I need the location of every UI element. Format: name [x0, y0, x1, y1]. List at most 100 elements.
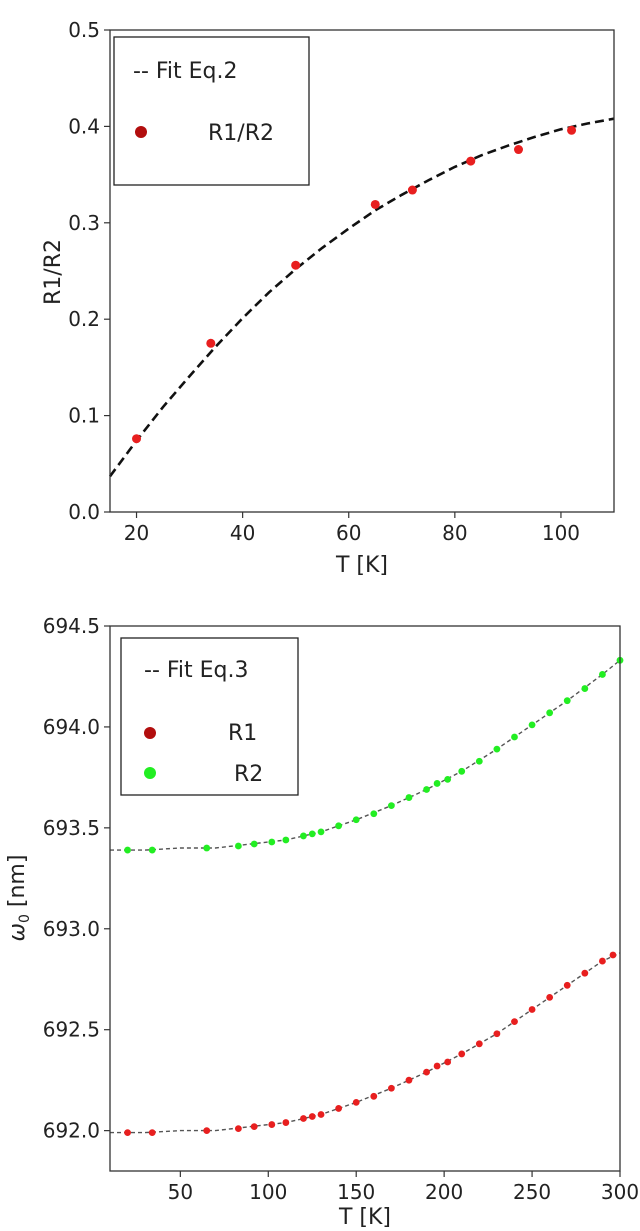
r2-point [335, 822, 343, 830]
r2-point [546, 709, 554, 717]
r2-point [234, 842, 242, 850]
r2-point [387, 802, 395, 810]
y-tick-label: 0.5 [68, 18, 100, 42]
r2-point [148, 846, 156, 854]
r1-r2-omega-points [124, 656, 624, 1137]
fit-eq2-line [108, 117, 615, 478]
r2-point [352, 816, 360, 824]
r2-point [458, 767, 466, 775]
r1-point [250, 1123, 258, 1130]
r2-point [493, 745, 501, 753]
r2-point [300, 832, 307, 840]
r2-point [528, 721, 536, 729]
x-tick-label: 100 [249, 1180, 287, 1204]
x-tick-label: 50 [168, 1180, 193, 1204]
r1-point [282, 1119, 290, 1126]
r2-point [581, 685, 589, 692]
plot1-x-axis-label: T [K] [335, 553, 388, 578]
r2-point [268, 838, 276, 846]
plot2-x-ticks: 50 100 150 200 250 300 [168, 1171, 639, 1204]
r1-r2-point [132, 434, 142, 444]
r2-point [423, 786, 430, 793]
r1-point [423, 1068, 430, 1076]
y-tick-label: 694.0 [43, 715, 100, 739]
r1-point [433, 1062, 441, 1070]
r1-point [308, 1113, 316, 1120]
r1-point [268, 1121, 276, 1128]
x-tick-label: 80 [442, 521, 467, 545]
y-tick-label: 692.0 [43, 1119, 100, 1143]
x-tick-label: 40 [230, 521, 255, 545]
plot2-legend-r2-label: R2 [234, 762, 263, 787]
x-tick-label: 100 [542, 521, 580, 545]
plot1-legend-fit-label: -- Fit Eq.2 [133, 59, 238, 84]
r1-point [609, 951, 617, 959]
plot2-legend-r1-marker [144, 727, 156, 739]
r1-point [234, 1125, 242, 1133]
r2-point [203, 844, 211, 852]
y-tick-label: 0.1 [68, 404, 100, 428]
r1-point [405, 1076, 413, 1084]
y-tick-label: 693.0 [43, 917, 100, 941]
r2-point [370, 810, 378, 818]
plot2-legend-r1-label: R1 [228, 721, 257, 746]
y-tick-label: 693.5 [43, 816, 100, 840]
plot1-legend-marker-label: R1/R2 [208, 121, 274, 146]
y-tick-label: 694.5 [43, 614, 100, 638]
x-tick-label: 250 [513, 1180, 551, 1204]
x-tick-label: 150 [337, 1180, 375, 1204]
plot2-frame [109, 625, 621, 1172]
plot-r1-r2-ratio: 20 40 60 80 100 0.0 0.1 0.2 0.3 0.4 0.5 T [K] R1/… [41, 18, 615, 578]
plot2-legend-fit-label: -- Fit Eq.3 [144, 658, 249, 683]
r1-point [546, 994, 554, 1001]
r2-point [444, 776, 452, 783]
r1-r2-point [514, 145, 524, 155]
r2-point [599, 671, 606, 678]
y-tick-label: 0.2 [68, 307, 100, 331]
r1-r2-point [407, 185, 417, 195]
r2-point [405, 794, 413, 801]
plot2-legend: -- Fit Eq.3 R1 R2 [120, 637, 299, 796]
r2-point [124, 846, 131, 854]
r1-point [387, 1084, 395, 1092]
plot2-x-axis-label: T [K] [338, 1205, 391, 1230]
r1-r2-points [132, 125, 577, 444]
plot1-legend: -- Fit Eq.2 R1/R2 [113, 36, 310, 186]
r2-point [433, 780, 441, 787]
plot1-x-ticks: 20 40 60 80 100 [124, 512, 580, 545]
r2-point [563, 697, 571, 705]
y-tick-label: 692.5 [43, 1018, 100, 1042]
r1-point [148, 1129, 156, 1137]
r1-point [352, 1098, 360, 1106]
x-tick-label: 20 [124, 521, 149, 545]
plot1-y-ticks: 0.0 0.1 0.2 0.3 0.4 0.5 [68, 18, 110, 524]
r2-point [475, 757, 483, 765]
r1-r2-point [206, 338, 216, 348]
r1-r2-point [567, 125, 577, 135]
r1-point [563, 981, 571, 989]
r1-point [370, 1092, 378, 1100]
r1-point [300, 1115, 307, 1122]
r2-point [308, 830, 316, 838]
r2-point [250, 840, 258, 848]
r2-point [282, 836, 290, 844]
fit-eq3-line [110, 952, 621, 1134]
plot1-legend-box [113, 36, 310, 186]
r1-point [581, 969, 589, 977]
x-tick-label: 300 [601, 1180, 639, 1204]
x-tick-label: 200 [425, 1180, 463, 1204]
r2-point [511, 733, 518, 741]
r1-point [203, 1127, 211, 1135]
x-tick-label: 60 [336, 521, 361, 545]
r1-point [599, 957, 606, 965]
fit-curve-eq2 [108, 117, 615, 478]
plot-omega0: 50 100 150 200 250 300 692.0 692.5 693.0 693.5 69… [5, 614, 639, 1230]
plot2-y-axis-label: ω0 [nm] [5, 855, 33, 942]
r1-point [528, 1006, 536, 1013]
plot2-legend-r2-marker [144, 767, 156, 779]
r1-point [493, 1030, 501, 1038]
r1-r2-point [370, 199, 380, 209]
plot1-y-axis-label: R1/R2 [41, 239, 66, 305]
y-tick-label: 0.3 [68, 211, 100, 235]
